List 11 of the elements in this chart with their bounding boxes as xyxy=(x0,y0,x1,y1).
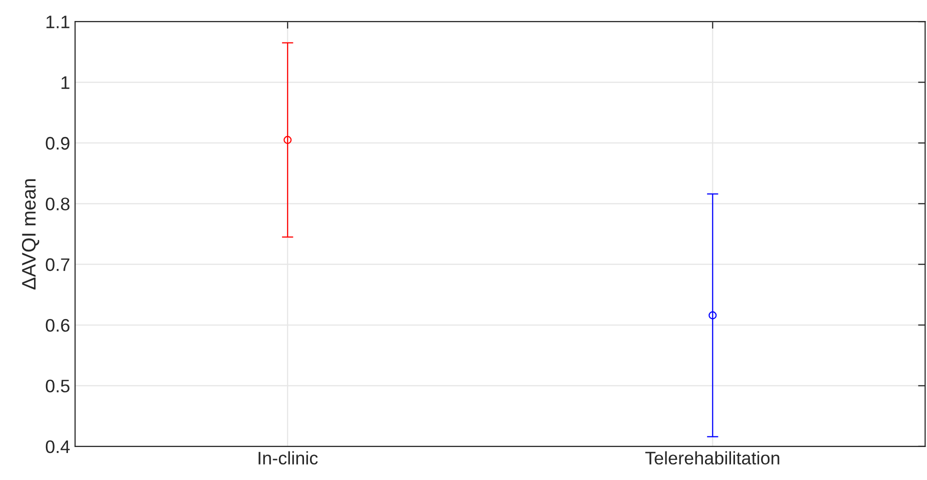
y-tick-label: 0.7 xyxy=(46,258,70,272)
y-tick-label: 1 xyxy=(62,76,70,89)
y-tick-label: 0.5 xyxy=(46,380,70,392)
x-tick-label: Telerehabilitation xyxy=(645,451,780,465)
y-tick-label: 0.6 xyxy=(46,318,70,332)
y-axis-title: ΔAVQI mean xyxy=(22,179,40,290)
y-tick-label: 0.8 xyxy=(46,198,70,210)
y-tick-label: 0.9 xyxy=(46,136,70,150)
y-tick-label: 1.1 xyxy=(46,16,70,28)
y-tick-label: 0.4 xyxy=(46,440,70,454)
x-tick-label: In-clinic xyxy=(258,451,318,465)
